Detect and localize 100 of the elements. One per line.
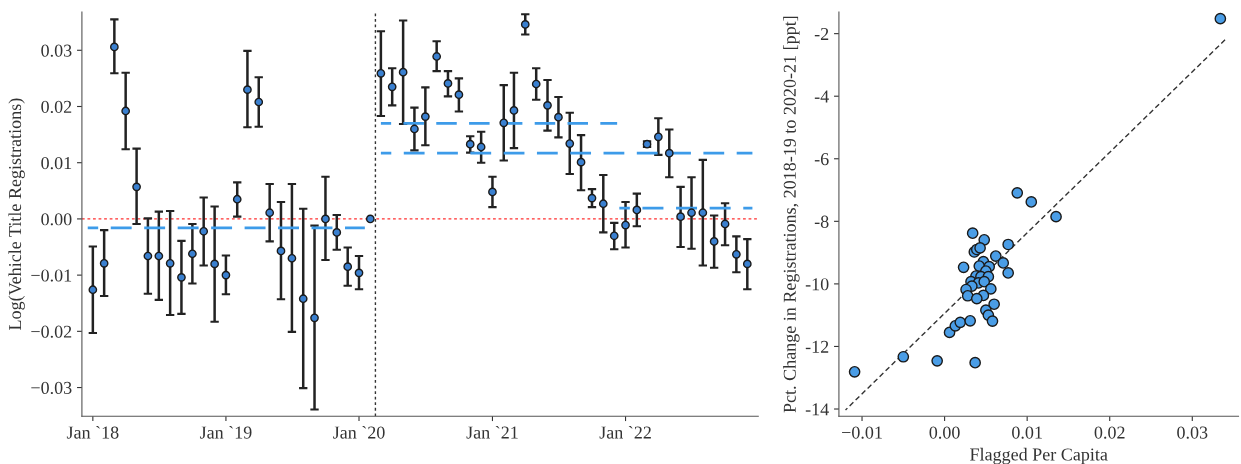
point (298, 294, 308, 304)
point (698, 208, 708, 218)
point (653, 132, 663, 142)
point (199, 226, 209, 236)
point (970, 292, 983, 305)
x-tick-label: Jan `20 (333, 425, 385, 439)
point (1025, 196, 1038, 208)
point (387, 82, 397, 92)
point (969, 356, 981, 369)
point (598, 199, 608, 209)
point (621, 220, 630, 230)
point (476, 142, 486, 152)
point (1002, 238, 1015, 251)
y-tick-label: −0.02 (31, 325, 72, 338)
y-tick-label: −0.01 (31, 269, 72, 282)
point (365, 214, 375, 224)
y-tick-label: -4 (814, 90, 829, 103)
y-tick-label: −0.03 (31, 381, 72, 395)
x-tick-label: 0.03 (1177, 426, 1208, 439)
point (1002, 267, 1015, 279)
point (676, 212, 685, 222)
x-tick-label: −0.01 (842, 426, 882, 439)
point (709, 237, 719, 246)
point (488, 187, 497, 197)
point (1050, 210, 1062, 223)
point (997, 257, 1010, 269)
point (565, 139, 575, 148)
point (554, 112, 563, 122)
point (109, 42, 119, 52)
point (974, 242, 986, 254)
x-tick-label: 0.01 (1012, 426, 1042, 439)
point (957, 261, 970, 274)
point (984, 283, 997, 295)
point (509, 106, 519, 115)
point (961, 289, 974, 302)
point (954, 316, 967, 329)
point (465, 139, 475, 149)
point (265, 208, 275, 218)
point (966, 227, 979, 240)
point (143, 251, 153, 261)
point (276, 246, 286, 256)
x-axis-title: Flagged Per Capita (970, 447, 1108, 464)
point (287, 253, 297, 263)
y-axis-title: Pct. Change in Registrations, 2018-19 to 2020-21 [ppt] (783, 16, 800, 413)
point (499, 118, 509, 128)
y-tick-label: -2 (814, 27, 829, 40)
point (720, 219, 730, 229)
point (243, 85, 252, 95)
point (897, 350, 910, 363)
point (576, 157, 586, 167)
x-tick-label: Jan `22 (599, 425, 651, 439)
point (742, 259, 752, 269)
point (531, 79, 541, 89)
point (931, 354, 944, 367)
point (632, 205, 642, 215)
point (165, 258, 175, 268)
point (232, 194, 242, 204)
point (978, 275, 991, 288)
point (88, 285, 98, 295)
y-tick-label: 0.02 (41, 100, 72, 114)
x-tick-label: 0.02 (1094, 426, 1125, 439)
y-tick-label: 0.03 (41, 44, 72, 57)
point (177, 273, 186, 282)
y-tick-label: -6 (814, 153, 829, 166)
point (398, 67, 408, 77)
point (132, 182, 141, 192)
point (609, 231, 619, 241)
point (587, 193, 597, 203)
point (432, 52, 442, 61)
x-tick-label: 0.00 (929, 426, 960, 439)
y-tick-label: 0.00 (41, 213, 72, 226)
point (310, 313, 319, 323)
point (343, 262, 353, 272)
y-tick-label: -8 (814, 215, 829, 228)
point (543, 101, 552, 110)
x-tick-label: Jan `18 (66, 425, 119, 439)
point (964, 314, 977, 327)
point (154, 251, 164, 261)
point (520, 20, 530, 29)
point (221, 270, 231, 280)
point (410, 124, 419, 134)
point (1011, 187, 1024, 199)
point (354, 268, 364, 278)
y-axis-title: Log(Vehicle Title Registrations) (8, 98, 25, 330)
point (986, 315, 999, 327)
y-tick-label: 0.01 (41, 156, 72, 170)
point (732, 249, 741, 259)
point (254, 97, 264, 107)
point (989, 250, 1002, 262)
point (443, 79, 453, 88)
point (210, 259, 219, 269)
point (321, 214, 330, 224)
y-tick-label: -14 (805, 403, 829, 416)
point (1214, 12, 1227, 25)
point (376, 68, 386, 78)
point (188, 249, 197, 259)
x-tick-label: Jan `21 (466, 425, 518, 439)
y-tick-label: -12 (805, 340, 829, 353)
point (454, 90, 464, 100)
point (99, 258, 109, 268)
